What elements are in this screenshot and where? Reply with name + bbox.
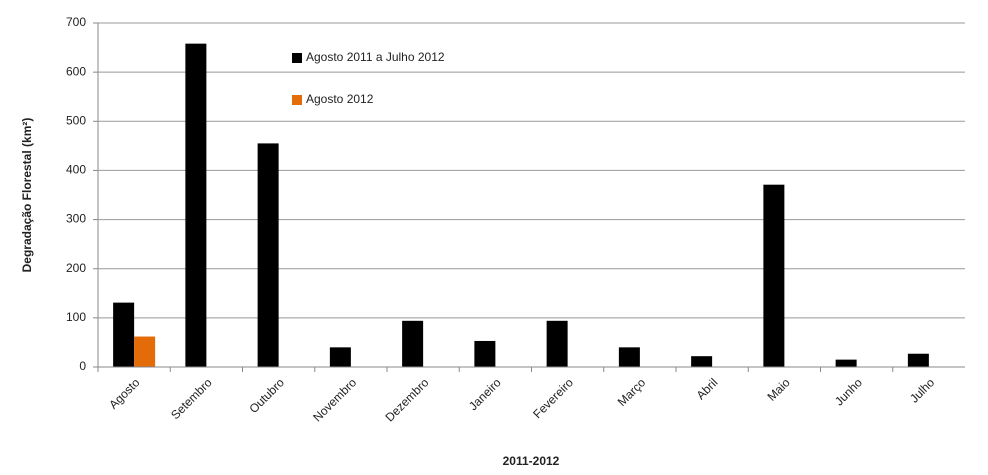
bar <box>402 320 424 367</box>
y-tick-label: 100 <box>66 310 86 324</box>
x-tick-label: Março <box>615 375 649 409</box>
x-tick-label: Maio <box>764 375 793 404</box>
bar <box>763 184 785 367</box>
y-axis-label: Degradação Florestal (km²) <box>20 118 34 273</box>
y-tick-label: 300 <box>66 212 86 226</box>
bar <box>474 340 496 367</box>
bar <box>546 320 568 367</box>
bar <box>257 143 279 367</box>
x-tick-label: Fevereiro <box>530 375 576 421</box>
x-tick-label: Junho <box>832 375 865 408</box>
y-tick-label: 0 <box>79 359 86 373</box>
x-tick-label: Agosto <box>106 375 143 412</box>
y-tick-label: 600 <box>66 64 86 78</box>
bar <box>185 43 207 367</box>
bar <box>134 336 156 367</box>
y-tick-label: 200 <box>66 261 86 275</box>
x-tick-label: Outubro <box>246 375 287 416</box>
bar <box>113 302 135 367</box>
y-tick-label: 700 <box>66 15 86 29</box>
bar <box>329 347 351 367</box>
x-tick-label: Novembro <box>310 375 359 424</box>
x-tick-label: Janeiro <box>466 375 504 413</box>
x-tick-label: Julho <box>907 375 937 405</box>
bar <box>835 359 857 367</box>
legend-label: Agosto 2012 <box>306 92 374 106</box>
bar <box>691 356 713 367</box>
y-tick-label: 500 <box>66 113 86 127</box>
y-tick-label: 400 <box>66 163 86 177</box>
legend-swatch <box>292 53 302 63</box>
legend-label: Agosto 2011 a Julho 2012 <box>306 50 445 64</box>
bar <box>618 347 640 367</box>
x-tick-label: Dezembro <box>382 375 431 424</box>
x-tick-label: Abril <box>694 375 721 402</box>
x-axis-label: 2011-2012 <box>503 454 560 468</box>
bar <box>907 353 929 367</box>
legend-swatch <box>292 95 302 105</box>
x-tick-label: Setembro <box>168 375 215 422</box>
